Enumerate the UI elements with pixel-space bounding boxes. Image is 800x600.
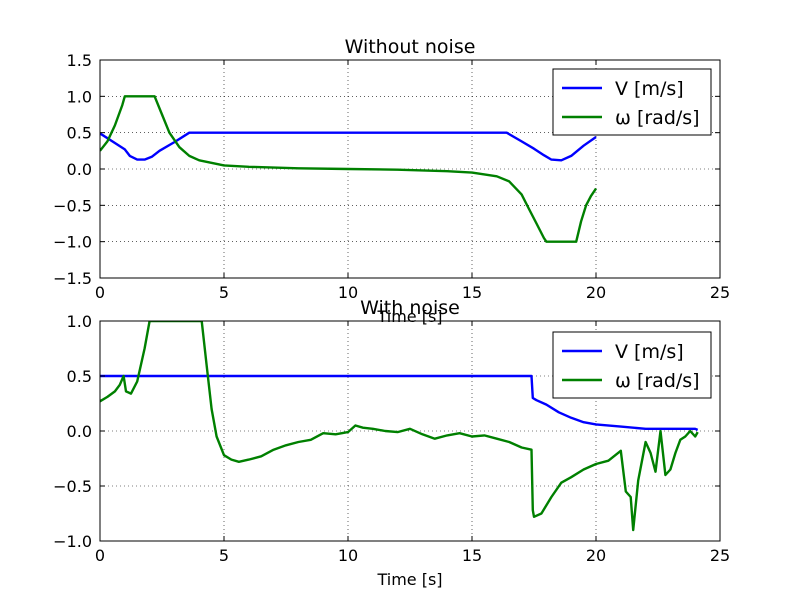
series-line-omega: [100, 95, 597, 243]
x-tick-label: 25: [710, 546, 730, 565]
legend-box: [552, 331, 712, 399]
x-tick-label: 20: [586, 283, 606, 302]
x-tick-label: 5: [219, 546, 229, 565]
legend-label: ω [rad/s]: [615, 107, 700, 129]
x-tick-label: 10: [338, 283, 358, 302]
x-tick-label: 10: [338, 546, 358, 565]
y-tick-label: 0.0: [67, 160, 92, 179]
y-tick-label: 0.5: [67, 124, 92, 143]
y-tick-label: 0.0: [67, 422, 92, 441]
series-line-velocity: [100, 131, 597, 162]
legend-label: V [m/s]: [615, 341, 684, 363]
y-tick-label: −1.0: [53, 532, 92, 551]
x-tick-label: 15: [462, 283, 482, 302]
chart-title: With noise: [360, 297, 460, 319]
x-axis-label: Time [s]: [376, 570, 442, 589]
legend-label: V [m/s]: [615, 78, 684, 100]
y-tick-label: −1.5: [53, 269, 92, 288]
y-tick-label: 1.0: [67, 312, 92, 331]
y-tick-label: −1.0: [53, 233, 92, 252]
x-tick-label: 20: [586, 546, 606, 565]
y-tick-label: 1.5: [67, 51, 92, 70]
chart-panel-0: 0 5 10 15 20 25 −1.5 −1.0 −0.5 0.0 0.5 1.0 1.5 V [m/s…: [53, 36, 730, 326]
legend: V [m/s] ω [rad/s]: [552, 331, 712, 399]
legend-label: ω [rad/s]: [615, 370, 700, 392]
series-line-velocity: [100, 374, 699, 431]
y-tick-label: −0.5: [53, 196, 92, 215]
series-line-omega: [100, 321, 699, 532]
legend-box: [552, 68, 712, 136]
y-tick-label: −0.5: [53, 477, 92, 496]
legend: V [m/s] ω [rad/s]: [552, 68, 712, 136]
x-tick-label: 15: [462, 546, 482, 565]
x-tick-label: 0: [95, 546, 105, 565]
y-tick-label: 1.0: [67, 87, 92, 106]
chart-title: Without noise: [345, 36, 476, 58]
x-tick-label: 0: [95, 283, 105, 302]
x-tick-label: 5: [219, 283, 229, 302]
y-tick-label: 0.5: [67, 367, 92, 386]
x-tick-label: 25: [710, 283, 730, 302]
chart-panel-1: 0 5 10 15 20 25 −1.0 −0.5 0.0 0.5 1.0 V [m/s] ω [rad…: [53, 312, 730, 589]
